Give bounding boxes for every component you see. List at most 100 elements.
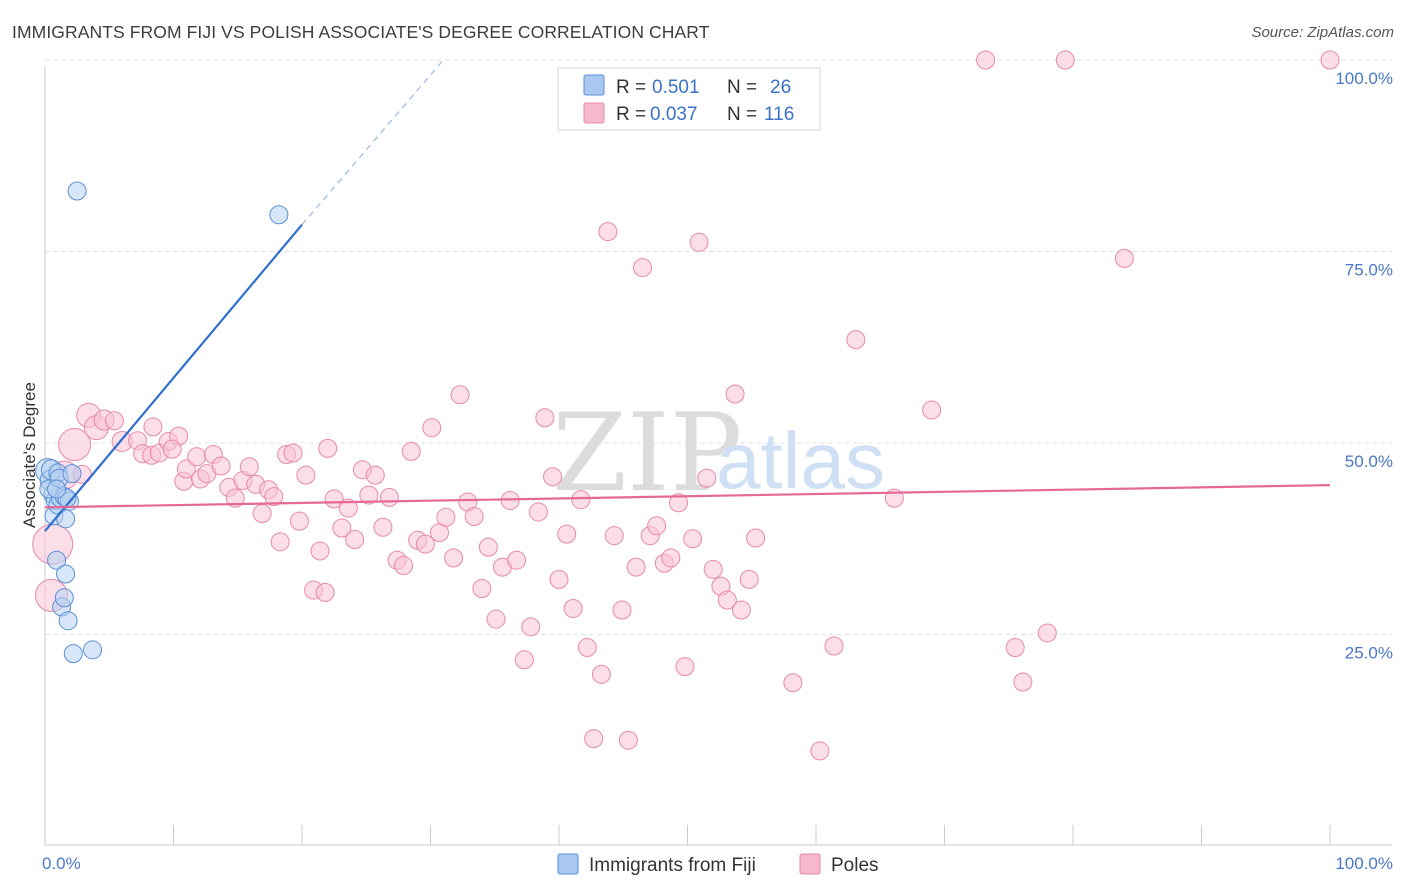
point-poles-65: [514, 650, 534, 670]
point-poles-91: [697, 468, 717, 488]
point-fiji-16: [83, 640, 103, 660]
watermark-atlas: atlas: [716, 416, 885, 505]
point-poles-74: [577, 638, 597, 658]
point-poles-106: [1005, 638, 1025, 658]
point-poles-96: [731, 600, 751, 620]
point-poles-49: [401, 441, 421, 461]
point-fiji-17: [67, 181, 87, 201]
legend-bottom-swatch-poles: [799, 853, 821, 875]
point-poles-88: [675, 657, 695, 677]
point-poles-86: [661, 548, 681, 568]
point-poles-72: [563, 598, 583, 618]
point-poles-82: [633, 258, 653, 278]
point-poles-94: [717, 590, 737, 610]
point-poles-21: [211, 456, 231, 476]
point-poles-37: [318, 438, 338, 458]
legend-swatch-fiji: [583, 74, 605, 96]
point-poles-89: [683, 529, 703, 549]
point-poles-46: [379, 487, 399, 507]
point-poles-95: [725, 384, 745, 404]
point-poles-56: [450, 385, 470, 405]
point-poles-111: [1320, 50, 1340, 70]
point-poles-43: [359, 485, 379, 505]
point-poles-41: [345, 530, 365, 550]
point-poles-99: [783, 673, 803, 693]
point-fiji-18: [269, 205, 289, 225]
legend-bottom: Immigrants from Fiji Poles: [557, 853, 879, 876]
x-tick-label-1: 100.0%: [1335, 854, 1393, 873]
point-poles-81: [626, 557, 646, 577]
point-fiji-11: [54, 588, 74, 608]
point-poles-61: [486, 609, 506, 629]
data-points: [32, 50, 1340, 761]
legend-n-value-poles: 116: [764, 104, 794, 125]
point-poles-109: [1055, 50, 1075, 70]
y-tick-label-1: 50.0%: [1345, 452, 1393, 471]
y-axis-label: Associate's Degree: [20, 382, 39, 528]
point-poles-115: [315, 582, 335, 602]
legend-r-label-fiji: R =: [616, 77, 646, 98]
point-poles-73: [571, 490, 591, 510]
point-poles-30: [270, 532, 290, 552]
point-poles-27: [252, 503, 272, 523]
legend-top: R = 0.501 N = 26 R = 0.037 N = 116: [557, 67, 821, 131]
point-poles-45: [373, 517, 393, 537]
legend-bottom-label-fiji: Immigrants from Fiji: [589, 855, 756, 876]
point-poles-79: [612, 600, 632, 620]
trend-extension-0: [301, 59, 444, 226]
x-tick-label-0: 0.0%: [42, 854, 81, 873]
legend-n-value-fiji: 26: [770, 77, 791, 98]
legend-bottom-label-poles: Poles: [831, 855, 879, 876]
point-poles-40: [338, 498, 358, 518]
point-poles-87: [669, 493, 689, 513]
point-poles-48: [394, 556, 414, 576]
point-poles-67: [528, 502, 548, 522]
y-tick-label-2: 75.0%: [1345, 261, 1393, 280]
point-poles-104: [922, 400, 942, 420]
point-poles-84: [647, 516, 667, 536]
point-fiji-12: [56, 564, 76, 584]
grid-lines: [45, 59, 1392, 635]
legend-n-label-poles: N =: [727, 104, 757, 125]
legend-r-value-poles: 0.037: [650, 104, 698, 125]
point-poles-39: [332, 518, 352, 538]
point-poles-77: [598, 222, 618, 242]
y-tick-label-0: 25.0%: [1345, 644, 1393, 663]
point-fiji-6: [47, 550, 67, 570]
point-poles-25: [239, 457, 259, 477]
legend-r-value-fiji: 0.501: [652, 77, 700, 98]
point-poles-58: [464, 507, 484, 527]
trend-line-1: [44, 484, 1331, 509]
point-poles-52: [422, 418, 442, 438]
point-poles-66: [521, 617, 541, 637]
x-tick-labels: 0.0% 100.0%: [42, 854, 1393, 873]
point-poles-78: [604, 526, 624, 546]
point-poles-90: [689, 232, 709, 252]
point-poles-17: [187, 447, 207, 467]
trend-lines: [44, 59, 1331, 532]
point-fiji-24: [47, 479, 67, 499]
point-poles-70: [549, 569, 569, 589]
point-poles-114: [162, 439, 182, 459]
point-poles-3: [58, 428, 92, 462]
point-fiji-13: [58, 611, 78, 631]
legend-r-label-poles: R =: [616, 104, 646, 125]
legend-n-label-fiji: N =: [727, 77, 757, 98]
point-poles-51: [415, 534, 435, 554]
point-poles-59: [472, 579, 492, 599]
point-poles-101: [824, 636, 844, 656]
y-tick-label-3: 100.0%: [1335, 69, 1393, 88]
point-poles-75: [584, 729, 604, 749]
point-poles-29: [264, 487, 284, 507]
point-poles-110: [1114, 248, 1134, 268]
point-poles-76: [591, 664, 611, 684]
chart-source: Source: ZipAtlas.com: [1251, 24, 1394, 41]
point-poles-16: [176, 459, 196, 479]
point-poles-98: [746, 528, 766, 548]
point-poles-69: [543, 467, 563, 487]
point-poles-92: [703, 559, 723, 579]
point-poles-36: [310, 541, 330, 561]
point-fiji-15: [63, 644, 83, 664]
point-poles-71: [557, 524, 577, 544]
